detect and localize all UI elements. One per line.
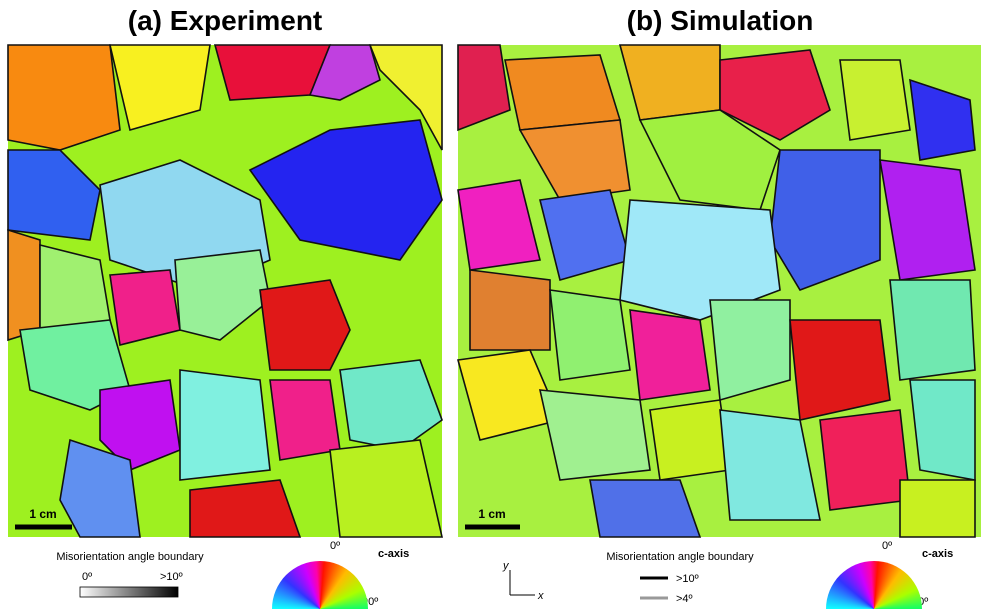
- legend-title: Misorientation angle boundary: [606, 551, 754, 563]
- legend-item: >4º: [676, 593, 693, 605]
- axis-label: y: [502, 560, 510, 572]
- experiment-map: [7, 44, 444, 538]
- legend-max: >10º: [160, 571, 183, 583]
- legend-gradient: [79, 586, 179, 598]
- panel-title: (b) Simulation: [627, 5, 814, 36]
- legend-item: >10º: [676, 573, 699, 585]
- legend-title: Misorientation angle boundary: [56, 551, 204, 563]
- color-key-label: c-axis: [378, 548, 409, 560]
- panel-title: (a) Experiment: [128, 5, 323, 36]
- scale-label: 1 cm: [29, 507, 56, 521]
- scale-label: 1 cm: [478, 507, 505, 521]
- color-key-label: c-axis: [922, 548, 953, 560]
- axis-label: x: [537, 590, 544, 602]
- simulation-map: [456, 44, 981, 538]
- color-key-top: 0º: [882, 540, 892, 552]
- color-key-top: 0º: [330, 540, 340, 552]
- legend-min: 0º: [82, 571, 92, 583]
